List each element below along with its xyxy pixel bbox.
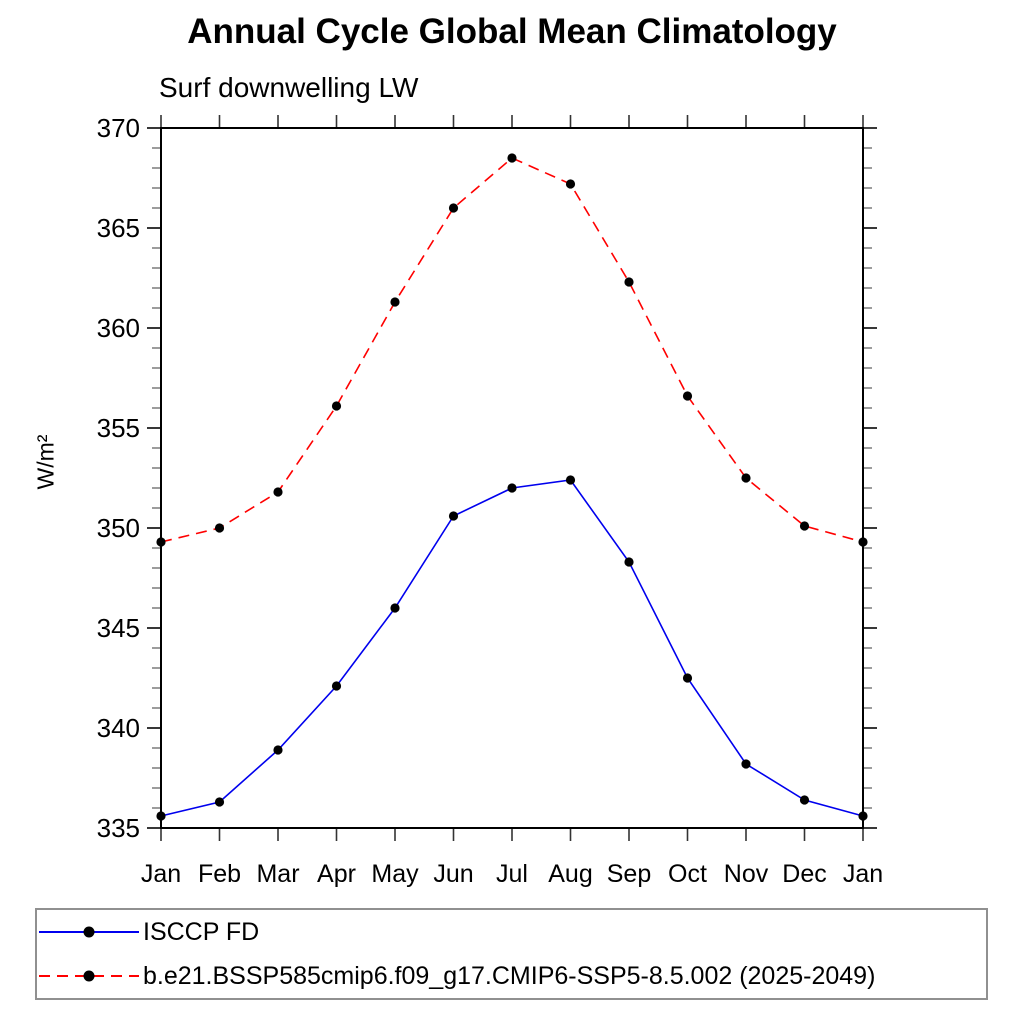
- data-point-marker: [741, 759, 751, 769]
- data-point-marker: [858, 811, 868, 821]
- series-markers-0: [156, 475, 868, 821]
- data-point-marker: [858, 537, 868, 547]
- data-point-marker: [448, 203, 459, 213]
- x-tick-label: Jan: [141, 860, 181, 888]
- y-tick-label: 365: [97, 213, 140, 243]
- data-point-marker: [682, 673, 693, 683]
- x-tick-label: May: [371, 860, 419, 888]
- axis-ticks: [147, 115, 877, 841]
- data-point-marker: [331, 681, 342, 691]
- legend-entry-model: b.e21.BSSP585cmip6.f09_g17.CMIP6-SSP5-8.…: [37, 954, 986, 998]
- x-tick-label: Apr: [317, 860, 356, 888]
- data-point-marker: [799, 521, 810, 531]
- legend-marker-dot-icon: [83, 926, 95, 938]
- x-tick-label: Sep: [607, 860, 651, 888]
- data-point-marker: [273, 487, 283, 497]
- y-tick-labels: 335 340 345 350 355 360 365 370: [97, 113, 140, 843]
- y-tick-label: 335: [97, 813, 140, 843]
- data-point-marker: [331, 401, 342, 411]
- data-point-marker: [214, 797, 225, 807]
- x-tick-label: Jan: [843, 860, 883, 888]
- y-tick-label: 360: [97, 313, 140, 343]
- x-tick-label: Feb: [198, 860, 241, 888]
- data-point-marker: [682, 391, 693, 401]
- legend-marker-dot-icon: [83, 970, 95, 982]
- x-tick-label: Oct: [668, 860, 707, 888]
- data-point-marker: [273, 745, 283, 755]
- series-line-0: [160, 479, 864, 817]
- x-tick-label: Jul: [496, 860, 528, 888]
- data-point-marker: [390, 297, 400, 307]
- plot-frame: [160, 127, 864, 829]
- data-point-marker: [565, 475, 576, 485]
- x-tick-labels: Jan Feb Mar Apr May Jun Jul Aug Sep Oct Nov Dec Jan: [141, 860, 883, 888]
- legend: ISCCP FD b.e21.BSSP585cmip6.f09_g17.CMIP…: [35, 908, 988, 1000]
- data-point-marker: [507, 483, 517, 493]
- data-point-marker: [565, 179, 576, 189]
- x-tick-label: Nov: [724, 860, 769, 888]
- x-tick-label: Dec: [782, 860, 826, 888]
- y-tick-label: 350: [97, 513, 140, 543]
- x-tick-label: Aug: [548, 860, 592, 888]
- y-tick-label: 355: [97, 413, 140, 443]
- series-markers-1: [156, 153, 868, 547]
- data-point-marker: [799, 795, 810, 805]
- y-tick-label: 370: [97, 113, 140, 143]
- data-point-marker: [624, 277, 634, 287]
- x-tick-label: Mar: [256, 860, 299, 888]
- data-point-marker: [741, 473, 751, 483]
- chart-subtitle: Surf downwelling LW: [159, 72, 419, 103]
- data-point-marker: [156, 537, 166, 547]
- chart-title: Annual Cycle Global Mean Climatology: [187, 12, 837, 51]
- legend-label: b.e21.BSSP585cmip6.f09_g17.CMIP6-SSP5-8.…: [143, 961, 876, 990]
- y-tick-label: 340: [97, 713, 140, 743]
- data-point-marker: [624, 557, 634, 567]
- data-point-marker: [214, 523, 225, 533]
- y-tick-label: 345: [97, 613, 140, 643]
- data-point-marker: [390, 603, 400, 613]
- legend-line-sample-dashed-icon: [39, 970, 139, 982]
- legend-entry-isccp: ISCCP FD: [37, 910, 986, 954]
- data-point-marker: [448, 511, 459, 521]
- x-tick-label: Jun: [433, 860, 473, 888]
- data-point-marker: [507, 153, 517, 163]
- data-point-marker: [156, 811, 166, 821]
- legend-label: ISCCP FD: [143, 917, 260, 946]
- legend-line-sample-solid-icon: [39, 926, 139, 938]
